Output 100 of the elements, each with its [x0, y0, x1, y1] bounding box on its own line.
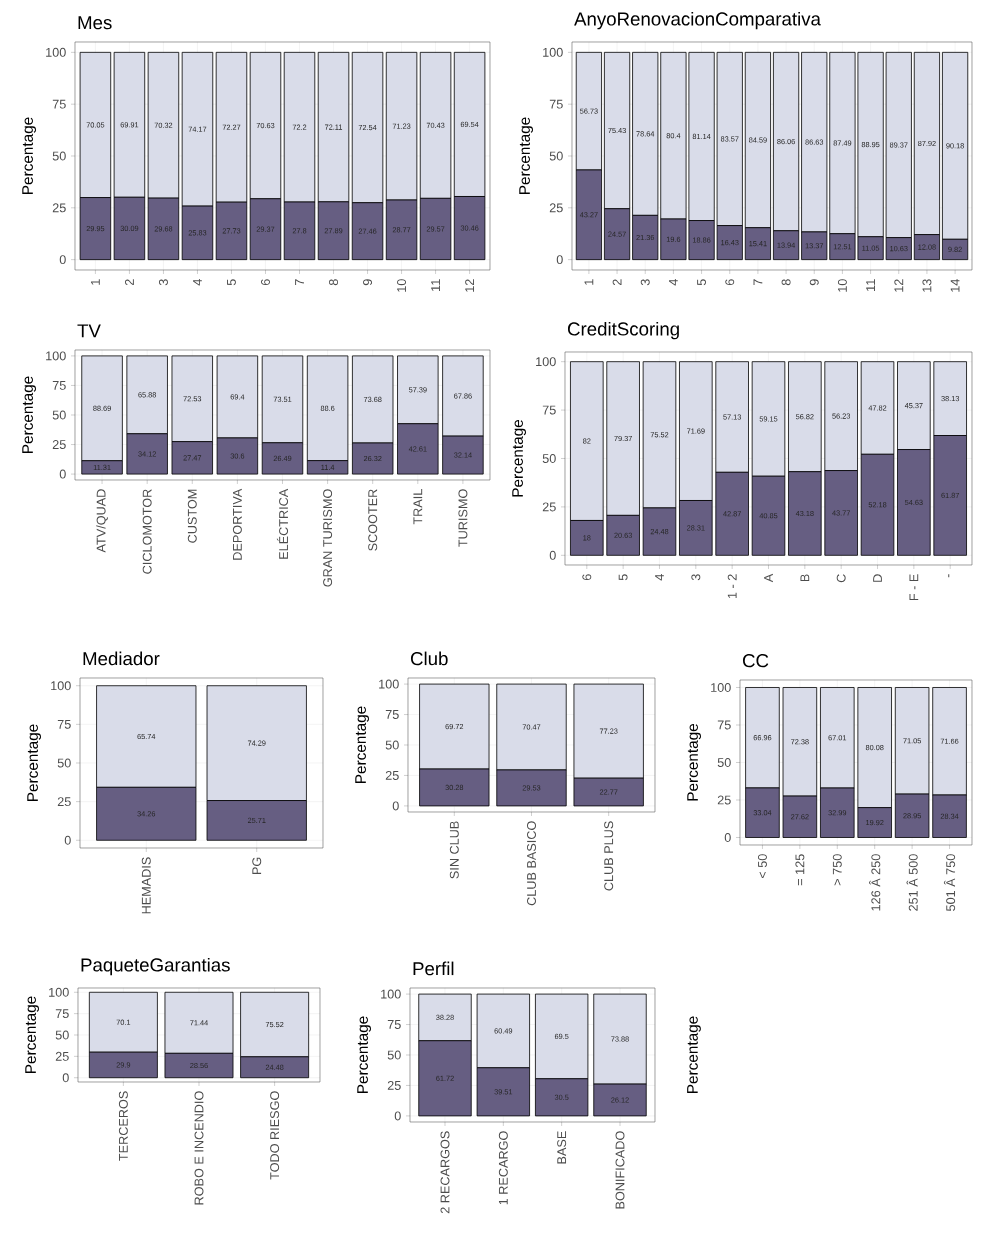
y-tick-label: 50	[55, 1030, 69, 1040]
y-axis-title: Percentage	[357, 1016, 371, 1093]
x-tick-label: TURISMO	[458, 489, 468, 547]
x-tick-label: CLUB PLUS	[604, 821, 614, 891]
x-tick-label: 12	[894, 279, 904, 292]
y-tick-label: 50	[57, 758, 71, 768]
y-tick-label: 75	[717, 720, 731, 730]
y-tick-label: 0	[394, 1111, 401, 1121]
chart-title: TV	[77, 324, 101, 338]
x-tick-label: < 50	[757, 854, 767, 879]
x-tick-label: 12	[465, 279, 475, 292]
y-tick-label: 75	[387, 1020, 401, 1029]
x-tick-label: BONIFICADO	[615, 1131, 625, 1209]
x-tick-label: 7	[295, 279, 304, 286]
chart-title: Club	[410, 651, 448, 666]
x-tick-label: 126 Â 250	[869, 854, 881, 911]
x-tick-label: 6	[261, 279, 270, 286]
x-tick-label: ATV/QUAD	[96, 489, 108, 553]
y-tick-label: 50	[385, 740, 399, 750]
y-tick-label: 75	[55, 1009, 69, 1019]
x-tick-label: > 750	[832, 854, 842, 886]
y-tick-label: 75	[52, 99, 66, 109]
x-tick-label: F - E	[909, 574, 919, 601]
x-tick-label: 4	[193, 279, 202, 286]
y-axis-title: Percentage	[519, 117, 533, 194]
y-tick-label: 25	[387, 1080, 401, 1090]
chart-title: CreditScoring	[567, 321, 679, 340]
x-tick-label: 2 RECARGOS	[440, 1131, 450, 1214]
x-tick-label: CICLOMOTOR	[142, 489, 152, 574]
x-tick-label: B	[800, 574, 810, 582]
x-tick-label: BASE	[557, 1131, 567, 1164]
y-tick-label: 100	[543, 47, 563, 57]
y-tick-label: 0	[549, 550, 556, 560]
chart-title: Mediador	[83, 651, 160, 666]
x-tick-label: 1 RECARGO	[498, 1131, 508, 1205]
x-tick-label: 9	[809, 279, 819, 286]
x-tick-label: 1	[91, 279, 100, 285]
x-tick-label: 1 - 2	[727, 574, 737, 599]
y-tick-label: 75	[385, 710, 399, 719]
y-tick-label: 25	[717, 795, 731, 805]
y-tick-label: 25	[52, 203, 66, 213]
x-tick-label: ELÉCTRICA	[276, 488, 289, 559]
x-tick-label: 6	[725, 279, 735, 286]
y-tick-label: 100	[46, 351, 66, 361]
y-tick-label: 100	[381, 989, 401, 999]
text: Percentage	[687, 1016, 701, 1093]
x-tick-label: SCOOTER	[368, 489, 378, 551]
x-tick-label: 2	[612, 279, 622, 286]
chart-title: PaqueteGarantias	[81, 957, 230, 976]
y-tick-label: 25	[542, 502, 556, 512]
x-tick-label: CUSTOM	[187, 489, 197, 543]
x-tick-label: D	[873, 574, 882, 582]
y-tick-label: 100	[379, 679, 399, 689]
chart-title: CC	[742, 654, 769, 668]
x-tick-label: TODO RIESGO	[270, 1091, 280, 1180]
x-tick-label: 3	[640, 279, 650, 286]
y-tick-label: 50	[387, 1050, 401, 1060]
y-tick-label: 25	[52, 440, 66, 450]
x-tick-label: = 125	[795, 854, 805, 886]
x-tick-label: 251 Â 500	[906, 854, 918, 911]
y-tick-label: 0	[62, 1073, 69, 1083]
y-tick-label: 0	[724, 833, 731, 842]
x-tick-label: 13	[922, 279, 932, 292]
y-tick-label: 50	[717, 758, 731, 767]
x-tick-label: 5	[618, 574, 628, 581]
x-tick-label: DEPORTIVA	[232, 488, 242, 560]
x-tick-label: 501 Â 750	[943, 854, 956, 911]
chart-title: AnyoRenovacionComparativa	[574, 11, 821, 30]
y-tick-label: 100	[49, 987, 69, 997]
x-tick-label: 5	[697, 279, 706, 286]
x-tick-label: 5	[227, 279, 236, 286]
x-tick-label: 7	[753, 279, 763, 286]
y-axis-title: Percentage	[27, 724, 41, 801]
x-tick-label: ROBO E INCENDIO	[194, 1091, 204, 1205]
chart-title: Perfil	[413, 961, 454, 976]
x-tick-label: 8	[329, 279, 339, 286]
y-tick-label: 0	[59, 469, 66, 479]
x-tick-label: A	[764, 573, 773, 583]
y-tick-label: 50	[549, 151, 563, 161]
x-tick-label: 9	[363, 279, 373, 286]
x-tick-label: 8	[781, 279, 791, 286]
y-tick-label: 100	[51, 681, 71, 691]
y-tick-label: 100	[536, 357, 556, 367]
y-tick-label: 75	[57, 719, 71, 729]
x-tick-label: CLUB BASICO	[527, 821, 536, 906]
x-tick-label: 10	[837, 279, 847, 292]
x-tick-label: 10	[397, 279, 407, 292]
y-tick-label: 50	[52, 410, 66, 420]
chart-title: Mes	[78, 16, 112, 30]
x-tick-label: -	[948, 574, 950, 578]
y-axis-title: Percentage	[355, 706, 369, 783]
y-tick-label: 25	[55, 1051, 69, 1061]
y-tick-label: 25	[385, 770, 399, 780]
y-tick-label: 50	[52, 151, 66, 161]
x-tick-label: 3	[691, 574, 701, 581]
x-tick-label: 4	[655, 574, 664, 581]
x-tick-label: HEMADIS	[141, 857, 151, 914]
y-axis-title: Percentage	[22, 117, 36, 194]
x-tick-label: 4	[669, 279, 678, 286]
y-tick-label: 75	[542, 405, 556, 415]
